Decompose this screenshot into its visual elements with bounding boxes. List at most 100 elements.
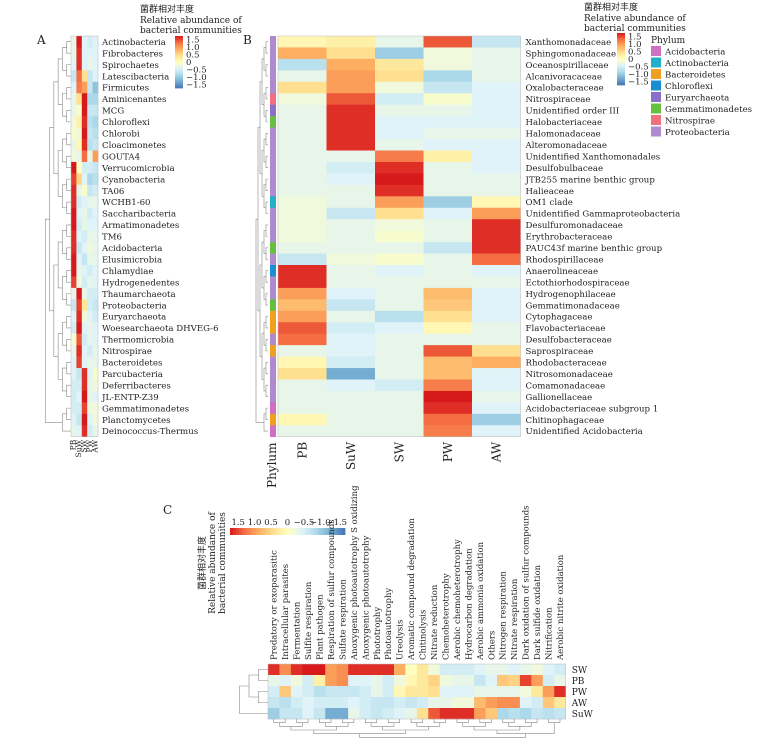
panel-b-cell xyxy=(423,81,473,94)
panel-a-row-label: Deinococcus-Thermus xyxy=(102,427,198,437)
panel-b-phylum-cell xyxy=(270,230,276,243)
panel-c-column-label: Phototrophy xyxy=(373,607,383,660)
panel-a-cell xyxy=(87,219,93,231)
panel-b-label: B xyxy=(243,33,252,47)
panel-b-cell xyxy=(472,104,521,117)
panel-a-row-label: Saccharibacteria xyxy=(102,210,176,220)
panel-a-row-label: Fibrobacteres xyxy=(102,49,163,59)
panel-a-cell xyxy=(87,127,93,140)
panel-c-column-label: Aromatic compound degradation xyxy=(407,518,417,661)
panel-a-cell xyxy=(71,287,77,300)
legend-c-swatch xyxy=(238,528,242,535)
panel-c-cell xyxy=(451,675,463,687)
panel-b-cell xyxy=(326,425,376,438)
panel-b-row-label: Gallionellaceae xyxy=(526,393,593,403)
panel-c-column-label: Intracellular parasites xyxy=(281,564,291,660)
legend-b-tick: −1.0 xyxy=(628,70,649,80)
panel-b-cell xyxy=(326,70,376,83)
panel-c-cell xyxy=(268,708,280,720)
legend-c-swatch xyxy=(270,528,274,535)
panel-b-cell xyxy=(375,402,424,415)
panel-a-cell xyxy=(81,139,88,151)
legend-b-phylum-swatch xyxy=(651,57,661,68)
panel-a-cell xyxy=(76,345,83,357)
legend-a-swatch xyxy=(175,65,183,68)
legend-b-swatch xyxy=(617,49,625,52)
panel-b-phylum-cell xyxy=(270,413,276,426)
legend-b-swatch xyxy=(617,35,625,38)
panel-b-cell xyxy=(472,242,521,254)
panel-a-cell xyxy=(81,333,88,346)
panel-a-cell xyxy=(71,104,77,117)
panel-b-cell xyxy=(472,345,521,357)
panel-b-phylum-cell xyxy=(270,287,276,300)
panel-b-cell xyxy=(375,390,424,403)
panel-a-cell xyxy=(92,36,99,48)
panel-a-cell xyxy=(92,425,99,438)
panel-b-cell xyxy=(278,173,327,186)
panel-b-phylum-cell xyxy=(270,379,276,392)
panel-a-cell xyxy=(71,173,77,186)
legend-a-swatch xyxy=(175,55,183,58)
panel-b-cell xyxy=(326,368,376,380)
panel-c-cell xyxy=(279,686,292,698)
panel-b-cell xyxy=(375,333,424,346)
panel-b-cell xyxy=(326,150,376,163)
panel-c-column-dendrogram-branch xyxy=(273,719,286,723)
panel-a-dendrogram-branch xyxy=(66,201,71,214)
panel-a-cell xyxy=(76,310,83,323)
panel-b-cell xyxy=(423,253,473,266)
panel-c-row-label: SuW xyxy=(572,710,594,720)
panel-c-cell xyxy=(393,708,406,720)
legend-c-swatch xyxy=(284,528,288,535)
panel-a-row-label: Parcubacteria xyxy=(102,370,163,380)
panel-a-cell xyxy=(81,310,88,323)
panel-c-cell xyxy=(451,686,463,698)
panel-b-cell xyxy=(326,322,376,334)
panel-a-cell xyxy=(92,184,99,197)
panel-a-cell xyxy=(92,161,99,174)
panel-c-cell xyxy=(302,675,315,687)
legend-a-swatch xyxy=(175,58,183,60)
panel-a-row-label: Elusimicrobia xyxy=(102,255,162,265)
panel-b-cell xyxy=(326,402,376,415)
panel-a-label: A xyxy=(36,33,46,47)
panel-b-row-label: Erythrobacteraceae xyxy=(526,233,613,243)
panel-c-cell xyxy=(542,708,555,720)
legend-c-title-en-2: bacterial communities xyxy=(218,512,228,614)
panel-b-cell xyxy=(375,425,424,438)
panel-a-cell xyxy=(71,150,77,163)
panel-b-cell xyxy=(326,116,376,128)
panel-a-row-label: MCG xyxy=(102,107,124,117)
legend-c-swatch xyxy=(261,528,265,535)
panel-a-dendrogram-branch xyxy=(57,333,63,380)
panel-c-cell xyxy=(371,686,383,698)
panel-c-cell xyxy=(382,675,395,687)
panel-b-cell xyxy=(423,139,473,151)
panel-c-cell xyxy=(336,664,349,676)
panel-b-cell xyxy=(423,127,473,140)
panel-b-row-label: Unidentified Acidobacteria xyxy=(526,427,643,437)
panel-b-cell xyxy=(472,333,521,346)
panel-c-cell xyxy=(325,675,337,687)
panel-b-dendrogram-branch xyxy=(265,362,268,375)
legend-a-swatch xyxy=(175,78,183,81)
panel-a-cell xyxy=(87,161,93,174)
panel-a-cell xyxy=(81,184,88,197)
panel-b-row-label: Acidobacteriaceae subgroup 1 xyxy=(525,404,659,414)
legend-a-tick: −0.5 xyxy=(186,65,207,75)
panel-c-cell xyxy=(268,664,280,676)
panel-c-legend: 1.5 1.0 0.5 0 −0.5−1.0−1.5 xyxy=(230,518,347,535)
panel-c-cell xyxy=(554,697,566,709)
legend-b-phylum-swatch xyxy=(651,103,661,114)
panel-c-cell xyxy=(462,675,475,687)
legend-a-tick: 1.0 xyxy=(186,43,200,53)
panel-b-cell xyxy=(326,345,376,357)
panel-a-cell xyxy=(76,322,83,334)
panel-c-column-dendrogram-branch xyxy=(313,730,406,734)
panel-a-row-label: TM6 xyxy=(102,233,122,243)
panel-a-cell xyxy=(92,368,99,380)
panel-c-column-label: Dark sulfide oxidation xyxy=(533,564,543,660)
panel-c-column-dendrogram-branch xyxy=(279,722,303,727)
panel-b-column-label: SuW xyxy=(344,441,358,470)
